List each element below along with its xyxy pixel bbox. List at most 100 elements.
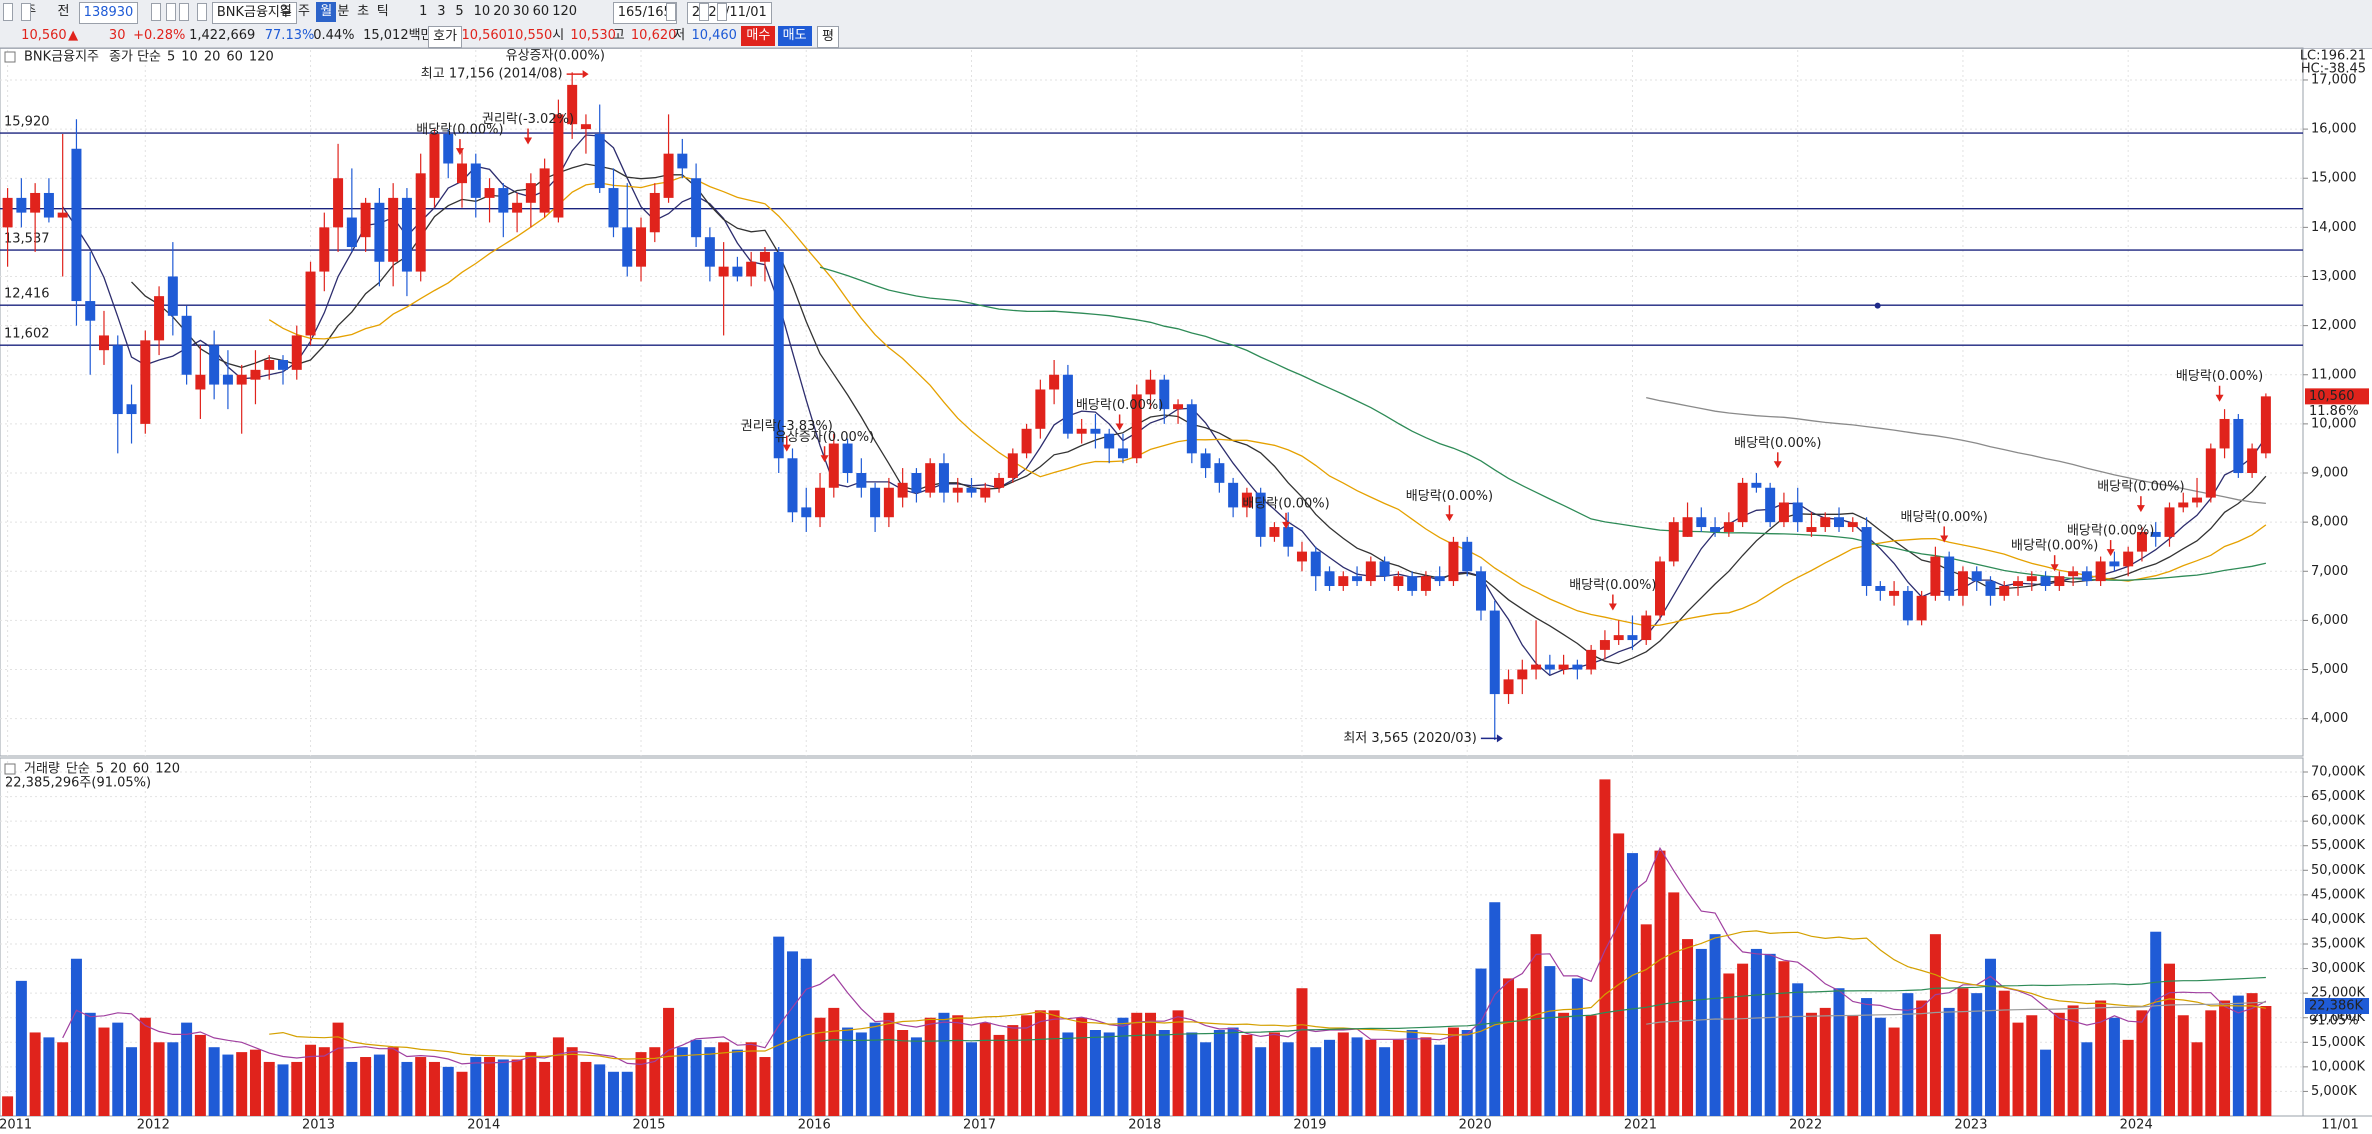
- volume-bar: [1654, 850, 1666, 1116]
- legend-icon: [4, 763, 16, 775]
- volume-bar: [112, 1022, 124, 1116]
- candle-body: [1737, 482, 1748, 523]
- toolbar-icon[interactable]: [166, 3, 177, 21]
- volume-bar: [1392, 1039, 1404, 1116]
- volume-bar: [2053, 1012, 2065, 1116]
- volume-bar: [2, 1096, 14, 1116]
- toolbar-item[interactable]: 30: [512, 4, 530, 19]
- toolbar-item[interactable]: 20: [493, 4, 510, 19]
- candle-body: [1338, 576, 1349, 587]
- y-tick-label: 11,000: [2311, 367, 2357, 382]
- toolbar-item[interactable]: 120: [552, 4, 578, 19]
- annotation: 유상증자(0.00%): [506, 48, 605, 63]
- toolbar-item[interactable]: 매도: [777, 26, 812, 46]
- candle-body: [2233, 418, 2244, 474]
- volume-bar: [786, 951, 798, 1116]
- candle-body: [2109, 561, 2120, 567]
- legend-text: 5: [167, 50, 175, 65]
- toolbar-item[interactable]: 10: [473, 4, 491, 19]
- candle-body: [1255, 492, 1266, 537]
- toolbar-item[interactable]: 5: [455, 4, 464, 19]
- candle-body: [181, 315, 192, 375]
- candle-body: [1723, 522, 1734, 532]
- volume-bar: [759, 1057, 771, 1116]
- volume-bar: [897, 1030, 909, 1116]
- toolbar-item[interactable]: 1: [419, 4, 428, 19]
- marker-dot: [1874, 302, 1881, 309]
- toolbar-item[interactable]: 일: [279, 4, 292, 19]
- volume-bar: [1337, 1032, 1349, 1116]
- candle-body: [2164, 507, 2175, 537]
- annotation: 권리락(-3.83%): [741, 419, 833, 434]
- candle-body: [264, 360, 275, 370]
- toolbar-item[interactable]: 초: [357, 4, 370, 19]
- toolbar-icon[interactable]: [151, 3, 162, 21]
- annotation-arrow-head: [1773, 461, 1782, 469]
- toolbar-item: 시: [552, 28, 565, 43]
- candle-body: [30, 192, 41, 213]
- y-tick-label: 10,000: [2311, 416, 2357, 431]
- candle-body: [1104, 433, 1115, 449]
- toolbar-icon[interactable]: [178, 3, 189, 21]
- volume-bar: [1158, 1030, 1170, 1116]
- volume-bar: [704, 1047, 716, 1116]
- candle-body: [994, 477, 1005, 488]
- volume-bar: [1874, 1017, 1886, 1116]
- x-tick-label: 2013: [302, 1118, 335, 1133]
- candle-body: [842, 443, 853, 474]
- candle-body: [250, 369, 261, 380]
- candle-body: [718, 266, 729, 277]
- moving-average: [1646, 1001, 2266, 1025]
- annotation: 배당락(0.00%): [2097, 480, 2184, 495]
- candle-body: [470, 163, 481, 198]
- volume-bar: [594, 1064, 606, 1116]
- volume-bar: [828, 1007, 840, 1116]
- horizontal-line-label: 12,416: [4, 287, 50, 302]
- annotation: 배당락(0.00%): [1076, 398, 1163, 413]
- toolbar-item[interactable]: 3: [437, 4, 446, 19]
- candle-body: [897, 482, 908, 498]
- toolbar-item[interactable]: 분: [337, 4, 350, 19]
- legend-text: 10: [181, 50, 198, 65]
- volume-bar: [126, 1047, 138, 1116]
- volume-bar: [318, 1047, 330, 1116]
- toolbar-icon[interactable]: [21, 3, 32, 21]
- y-tick-label: 8,000: [2311, 515, 2348, 530]
- toolbar-item[interactable]: 매수: [741, 26, 776, 46]
- candle-body: [1200, 453, 1211, 469]
- annotation: 배당락(0.00%): [2011, 539, 2098, 554]
- toolbar-item[interactable]: 틱: [376, 4, 389, 19]
- volume-bar: [1434, 1044, 1446, 1116]
- volume-bar: [814, 1017, 826, 1116]
- volume-bar: [456, 1071, 468, 1116]
- candle-body: [1186, 404, 1197, 454]
- toolbar-icon[interactable]: [196, 3, 207, 21]
- annotation: 배당락(0.00%): [1242, 496, 1329, 511]
- volume-bar: [2067, 1005, 2079, 1116]
- candle-body: [374, 202, 385, 262]
- volume-bar: [1048, 1010, 1060, 1116]
- toolbar-icon[interactable]: [699, 3, 709, 21]
- toolbar-icon[interactable]: [717, 3, 728, 21]
- candle-body: [649, 192, 660, 233]
- candle-body: [1145, 379, 1156, 395]
- candle-body: [1228, 482, 1239, 508]
- toolbar-item: 10,460: [691, 28, 737, 43]
- annotation: 배당락(0.00%): [1406, 489, 1493, 504]
- toolbar-icon[interactable]: [665, 3, 676, 21]
- last-price-box: [2305, 388, 2369, 405]
- candle-body: [1434, 576, 1445, 582]
- toolbar-item[interactable]: 주: [298, 4, 311, 19]
- toolbar-item[interactable]: 60: [532, 4, 550, 19]
- annotation-arrow-head: [2215, 394, 2224, 402]
- annotation: 권리락(-3.02%): [482, 112, 574, 127]
- toolbar-icon[interactable]: [3, 3, 14, 21]
- horizontal-line-label: 13,537: [4, 232, 50, 247]
- candle-body: [1957, 571, 1968, 596]
- toolbar-item[interactable]: 월: [316, 2, 337, 22]
- candle-body: [1834, 517, 1845, 528]
- volume-bar: [1117, 1017, 1129, 1116]
- candle-body: [1586, 649, 1597, 670]
- volume-bar: [1613, 833, 1625, 1116]
